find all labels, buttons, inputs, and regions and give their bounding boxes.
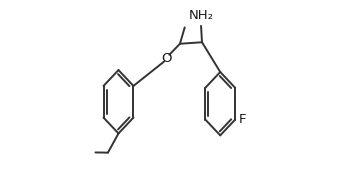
Text: NH₂: NH₂	[189, 9, 214, 22]
Text: O: O	[161, 52, 172, 65]
Text: F: F	[239, 113, 246, 126]
